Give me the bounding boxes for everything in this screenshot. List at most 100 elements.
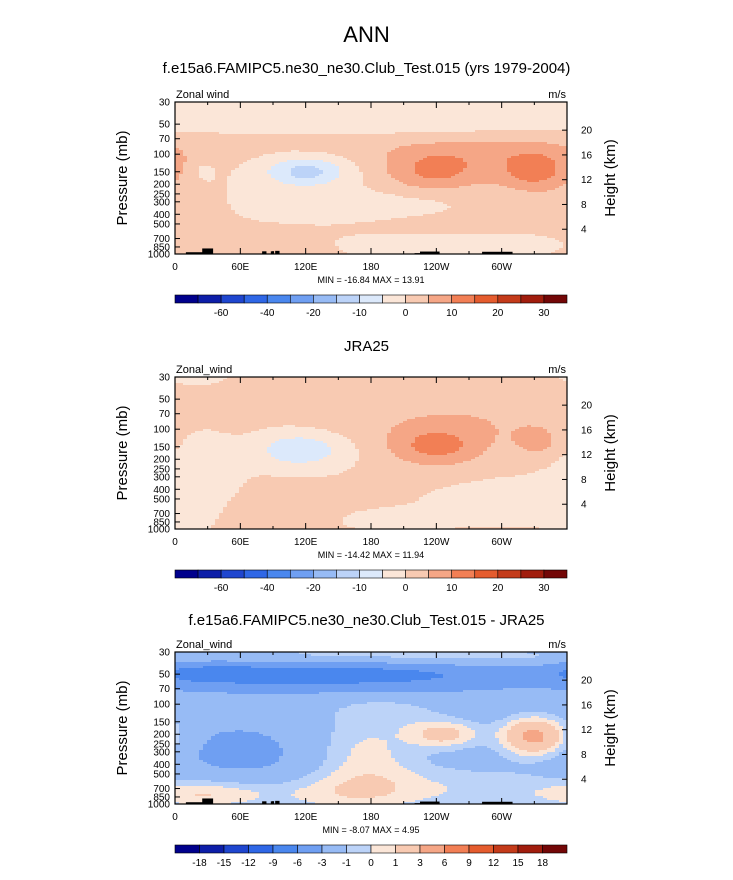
field-cell — [523, 202, 528, 205]
field-cell — [331, 112, 336, 115]
field-cell — [415, 192, 420, 195]
field-cell — [179, 158, 184, 161]
field-cell — [443, 128, 448, 131]
field-cell — [479, 114, 484, 117]
field-cell — [403, 144, 408, 147]
field-cell — [367, 122, 372, 125]
field-cell — [523, 134, 528, 137]
field-cell — [307, 120, 312, 123]
field-cell — [547, 104, 552, 107]
field-cell — [203, 164, 208, 167]
field-cell — [443, 102, 448, 105]
field-cell — [287, 192, 292, 195]
field-cell — [459, 168, 464, 171]
field-cell — [551, 140, 556, 143]
field-cell — [223, 104, 228, 107]
field-cell — [347, 172, 352, 175]
field-cell — [439, 186, 444, 189]
field-cell — [555, 118, 560, 121]
field-cell — [555, 146, 560, 149]
field-cell — [563, 192, 568, 195]
field-cell — [307, 112, 312, 115]
field-cell — [539, 176, 544, 179]
field-cell — [227, 182, 232, 185]
field-cell — [327, 192, 332, 195]
field-cell — [251, 180, 256, 183]
field-cell — [395, 124, 400, 127]
field-cell — [371, 160, 376, 163]
field-cell — [387, 132, 392, 135]
field-cell — [191, 182, 196, 185]
field-cell — [443, 198, 448, 201]
field-cell — [279, 122, 284, 125]
field-cell — [231, 190, 236, 193]
field-cell — [223, 154, 228, 157]
field-cell — [527, 152, 532, 155]
field-cell — [355, 124, 360, 127]
field-cell — [235, 134, 240, 137]
field-cell — [431, 178, 436, 181]
field-cell — [231, 160, 236, 163]
field-cell — [311, 194, 316, 197]
field-cell — [191, 194, 196, 197]
field-cell — [515, 154, 520, 157]
field-cell — [359, 190, 364, 193]
field-cell — [455, 162, 460, 165]
field-cell — [447, 108, 452, 111]
field-cell — [363, 104, 368, 107]
field-cell — [451, 168, 456, 171]
field-cell — [175, 106, 180, 109]
field-cell — [235, 158, 240, 161]
field-cell — [547, 196, 552, 199]
field-cell — [207, 142, 212, 145]
field-cell — [203, 130, 208, 133]
field-cell — [367, 176, 372, 179]
field-cell — [515, 174, 520, 177]
field-cell — [419, 190, 424, 193]
field-cell — [363, 184, 368, 187]
field-cell — [295, 168, 300, 171]
field-cell — [195, 144, 200, 147]
field-cell — [347, 168, 352, 171]
field-cell — [179, 118, 184, 121]
field-cell — [395, 174, 400, 177]
field-cell — [339, 140, 344, 143]
field-cell — [459, 146, 464, 149]
field-cell — [319, 198, 324, 201]
field-cell — [427, 152, 432, 155]
field-cell — [299, 196, 304, 199]
field-cell — [483, 194, 488, 197]
field-cell — [263, 134, 268, 137]
field-cell — [319, 196, 324, 199]
field-cell — [563, 130, 568, 133]
field-cell — [323, 192, 328, 195]
field-cell — [291, 174, 296, 177]
field-cell — [447, 200, 452, 203]
field-cell — [407, 158, 412, 161]
field-cell — [399, 194, 404, 197]
field-cell — [507, 128, 512, 131]
field-cell — [535, 200, 540, 203]
field-cell — [451, 136, 456, 139]
field-cell — [503, 172, 508, 175]
field-cell — [495, 186, 500, 189]
field-cell — [391, 156, 396, 159]
field-cell — [507, 158, 512, 161]
field-cell — [191, 160, 196, 163]
field-cell — [211, 188, 216, 191]
field-cell — [335, 120, 340, 123]
field-cell — [391, 168, 396, 171]
field-cell — [523, 112, 528, 115]
field-cell — [283, 184, 288, 187]
field-cell — [355, 154, 360, 157]
field-cell — [179, 174, 184, 177]
field-cell — [235, 148, 240, 151]
field-cell — [471, 124, 476, 127]
field-cell — [267, 202, 272, 205]
field-cell — [299, 162, 304, 165]
field-cell — [399, 148, 404, 151]
field-cell — [271, 134, 276, 137]
field-cell — [307, 196, 312, 199]
field-cell — [279, 176, 284, 179]
field-cell — [515, 172, 520, 175]
